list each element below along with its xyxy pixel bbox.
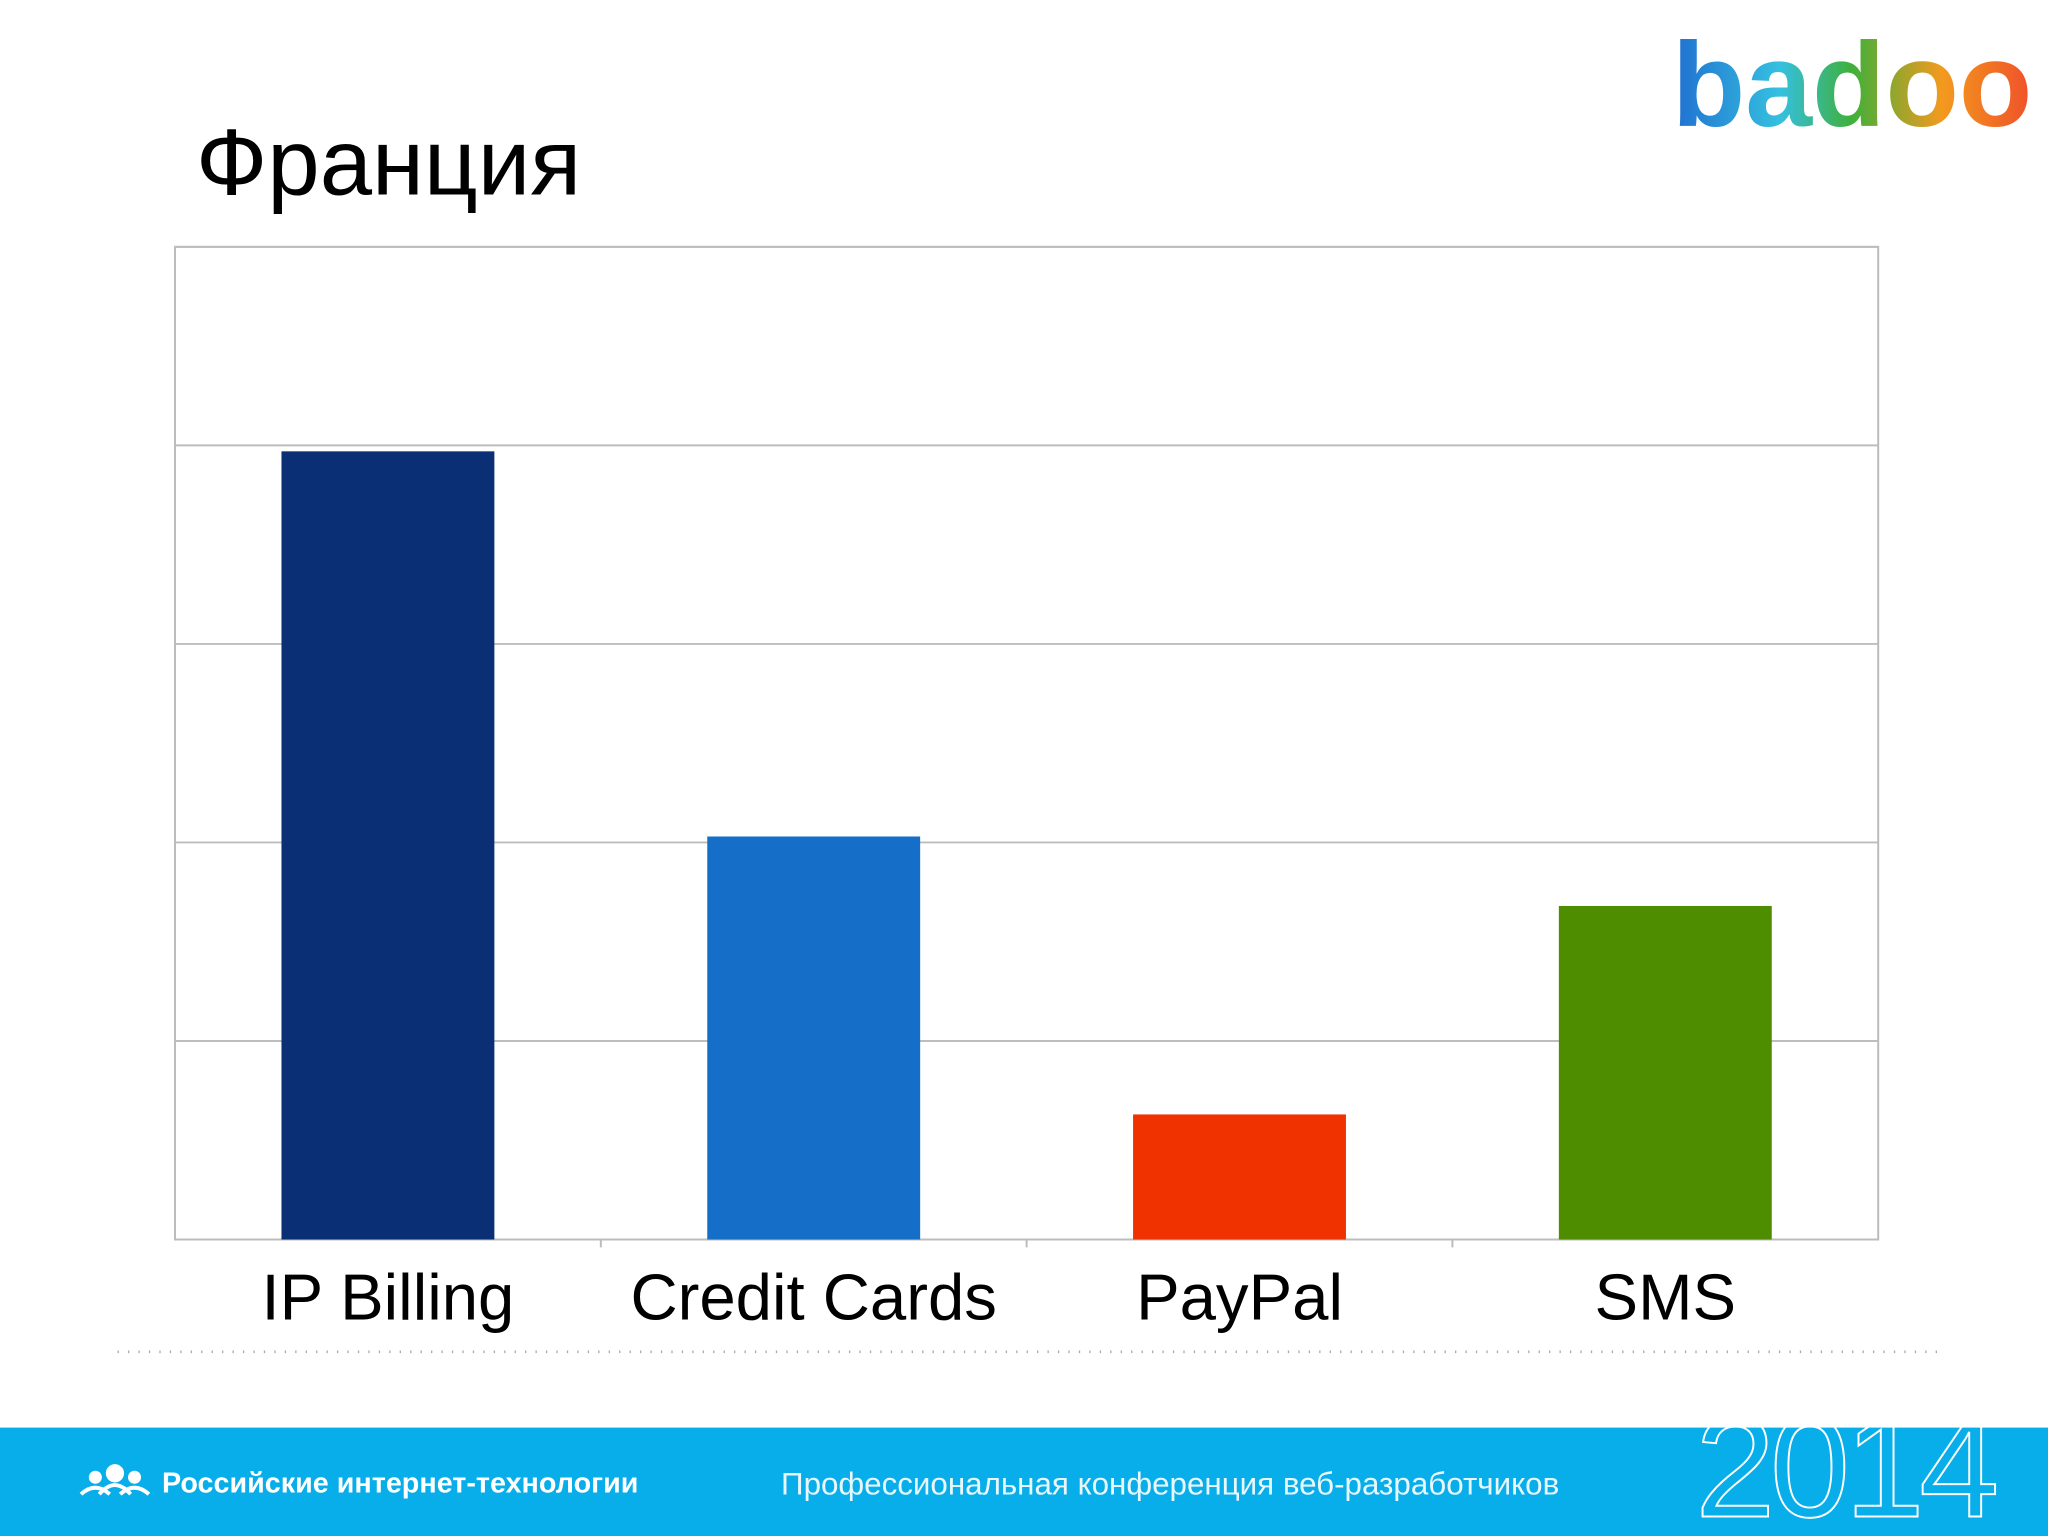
logo: badoo xyxy=(1672,18,2032,152)
x-tick-label: SMS xyxy=(1595,1260,1737,1333)
bar xyxy=(707,836,921,1240)
x-tick-label: PayPal xyxy=(1136,1260,1343,1333)
footer-band xyxy=(0,1427,2048,1536)
footer-year: 2014 xyxy=(1695,1387,1995,1536)
bar xyxy=(281,451,495,1240)
slide-title: Франция xyxy=(196,110,581,215)
x-tick-label: Credit Cards xyxy=(630,1260,997,1333)
footer-icon xyxy=(79,1464,151,1496)
footer-organizer: Российские интернет-технологии xyxy=(162,1468,638,1500)
bar xyxy=(1133,1114,1346,1240)
x-tick-label: IP Billing xyxy=(261,1260,514,1333)
footer-tagline: Профессиональная конференция веб-разрабо… xyxy=(781,1467,1559,1502)
bar xyxy=(1558,905,1772,1240)
